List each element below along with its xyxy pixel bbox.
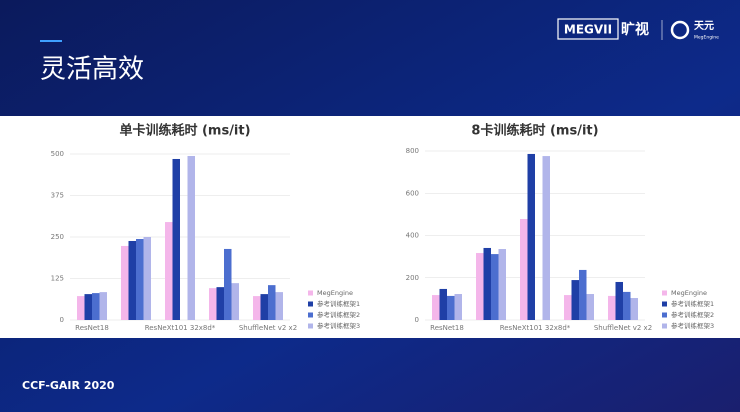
logo-text: MegEngine [694,35,719,41]
y-tick-label: 500 [51,150,64,158]
bar [77,296,85,320]
bar [275,292,283,320]
x-tick-label: ResNet18 [430,324,464,332]
chart-title: 单卡训练耗时 (ms/it) [119,123,250,139]
bar [231,283,239,320]
bar [483,247,491,320]
bar [447,295,455,320]
bar [121,245,129,320]
bar [187,155,195,320]
x-tick-label: ShuffleNet v2 x2 [594,324,652,332]
bar [520,219,528,320]
legend-swatch [308,301,313,307]
logo-box [557,18,619,40]
bar [615,281,623,320]
legend-swatch [662,323,667,329]
legend-swatch [308,312,313,318]
legend-swatch [662,290,667,296]
legend-label: 参考训练框架2 [317,310,360,319]
bar [498,249,506,320]
bar [99,292,107,320]
bar [476,253,484,320]
bar [268,285,276,320]
bar [571,280,579,320]
bar [491,254,499,320]
legend-label: MegEngine [317,289,353,297]
accent-line [40,40,62,42]
bar [260,294,268,320]
logo-text: MEGVII [564,23,612,37]
logo-icon [670,20,690,40]
y-tick-label: 800 [406,147,419,155]
legend-swatch [662,312,667,318]
bar [564,295,572,320]
bar [172,158,180,320]
bar [630,298,638,320]
bar [586,294,594,320]
legend-label: MegEngine [671,289,707,297]
y-tick-label: 0 [415,316,419,324]
legend-label: 参考训练框架1 [671,299,714,308]
bar [128,240,136,320]
bar [216,287,224,320]
x-tick-label: ResNeXt101 32x8d* [500,324,571,332]
bar [136,238,144,320]
footer: CCF-GAIR 2020 [22,379,115,392]
chart-title: 8卡训练耗时 (ms/it) [471,123,598,139]
legend-swatch [662,301,667,307]
x-tick-label: ResNeXt101 32x8d* [145,324,216,332]
bar [439,288,447,320]
legend-label: 参考训练框架1 [317,299,360,308]
y-tick-label: 400 [406,232,419,240]
legend-swatch [308,323,313,329]
y-tick-label: 250 [51,233,64,241]
bar [209,288,217,320]
bar [253,296,261,320]
legend-swatch [308,290,313,296]
bar [527,153,535,320]
bar [143,237,151,320]
slide-title: 灵活高效 [40,55,144,85]
bar [608,295,616,320]
y-tick-label: 0 [60,316,64,324]
logo-text: 旷视 [621,21,649,38]
bar [432,295,440,320]
bar [84,294,92,320]
legend-label: 参考训练框架3 [671,321,714,330]
bar [165,222,173,320]
bar [542,156,550,320]
legend-label: 参考训练框架2 [671,310,714,319]
bar [579,269,587,320]
x-tick-label: ShuffleNet v2 x2 [239,324,297,332]
y-tick-label: 375 [51,192,64,200]
bar [454,294,462,320]
y-tick-label: 600 [406,189,419,197]
logo-text: 天元 [694,20,714,32]
y-tick-label: 125 [51,275,64,283]
bar [623,291,631,320]
bar [92,293,100,320]
bar [224,248,232,320]
x-tick-label: ResNet18 [75,324,109,332]
y-tick-label: 200 [406,274,419,282]
legend-label: 参考训练框架3 [317,321,360,330]
